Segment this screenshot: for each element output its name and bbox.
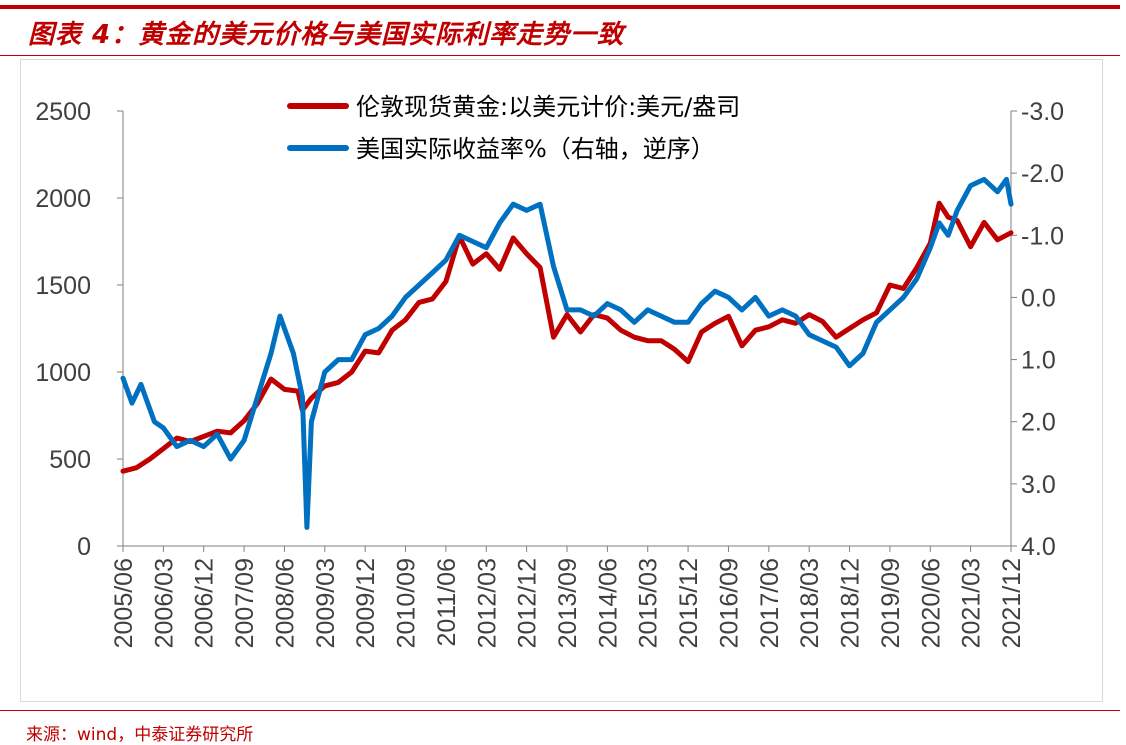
left-axis-tick-label: 500: [49, 446, 91, 474]
footer-rule: [0, 710, 1120, 711]
legend-label: 伦敦现货黄金:以美元计价:美元/盎司: [356, 93, 740, 121]
left-axis-tick-label: 2500: [35, 98, 91, 126]
x-axis-tick-label: 2016/09: [715, 558, 743, 648]
x-axis-tick-label: 2021/12: [998, 558, 1026, 648]
x-axis-tick-label: 2012/12: [514, 558, 542, 648]
axes: 0 500 1000 1500 2000 2500 -3.0 -2.0 -1.0 0.0 1.0 2.…: [35, 98, 1064, 648]
x-axis-tick-label: 2015/12: [675, 558, 703, 648]
left-axis-tick-label: 0: [77, 533, 91, 561]
x-axis-tick-label: 2006/03: [150, 558, 178, 648]
x-axis-tick-label: 2020/06: [917, 558, 945, 648]
series-layer: [120, 176, 1014, 530]
x-axis-tick-label: 2018/12: [837, 558, 865, 648]
right-axis-tick-label: -1.0: [1021, 222, 1064, 250]
x-axis-tick-label: 2009/12: [352, 558, 380, 648]
title-top-rule: [0, 5, 1120, 9]
right-axis-tick-label: -3.0: [1021, 98, 1064, 126]
title-bar: 图表 4：黄金的美元价格与美国实际利率走势一致: [0, 0, 1126, 54]
x-axis-tick-label: 2015/03: [635, 558, 663, 648]
x-axis-tick-label: 2009/03: [312, 558, 340, 648]
right-axis-tick-label: 2.0: [1021, 409, 1056, 437]
real-yield-series-line: [120, 176, 1014, 530]
left-axis-tick-label: 1000: [35, 359, 91, 387]
chart-frame: [20, 59, 1103, 702]
x-axis-tick-label: 2019/09: [877, 558, 905, 648]
x-axis-tick-label: 2018/03: [796, 558, 824, 648]
x-axis-tick-label: 2021/03: [958, 558, 986, 648]
x-axis-tick-label: 2011/06: [433, 558, 461, 647]
right-axis-tick-label: 3.0: [1021, 471, 1056, 499]
figure-title: 图表 4：黄金的美元价格与美国实际利率走势一致: [28, 20, 625, 50]
x-axis-tick-label: 2013/09: [554, 558, 582, 648]
legend-label: 美国实际收益率%（右轴，逆序）: [356, 135, 715, 163]
x-axis-tick-label: 2007/09: [231, 558, 259, 648]
x-axis-tick-label: 2008/06: [271, 558, 299, 648]
x-axis-tick-label: 2012/03: [473, 558, 501, 648]
right-axis-tick-label: 4.0: [1021, 533, 1056, 561]
title-underline: [0, 55, 1120, 56]
right-axis-tick-label: 1.0: [1021, 347, 1056, 375]
x-axis-tick-label: 2006/12: [191, 558, 219, 648]
right-axis-tick-label: 0.0: [1021, 284, 1056, 312]
x-axis-tick-label: 2014/06: [594, 558, 622, 648]
x-axis-tick-label: 2017/06: [756, 558, 784, 648]
left-axis-tick-label: 1500: [35, 272, 91, 300]
source-note: 来源：wind，中泰证券研究所: [26, 725, 254, 745]
left-axis-tick-label: 2000: [35, 185, 91, 213]
right-axis-tick-label: -2.0: [1021, 160, 1064, 188]
x-axis-tick-label: 2005/06: [110, 558, 138, 648]
x-axis-tick-label: 2010/09: [393, 558, 421, 648]
gold-price-series-line: [120, 200, 1014, 474]
